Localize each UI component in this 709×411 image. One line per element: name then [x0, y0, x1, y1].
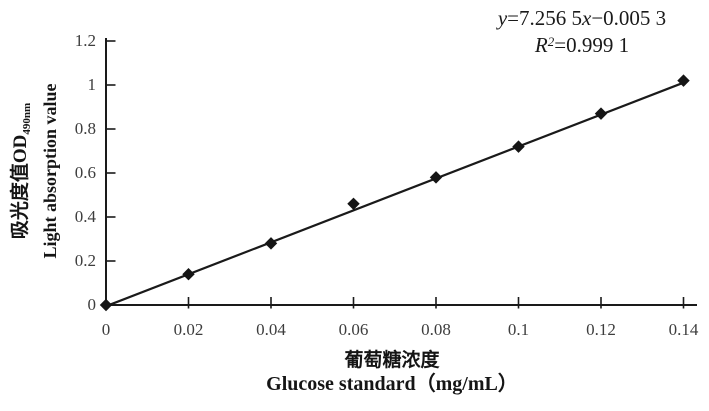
- r-squared-text: R2=0.999 1: [402, 32, 709, 59]
- y-tick-label: 0.4: [74, 207, 96, 226]
- x-tick-label: 0.02: [173, 320, 204, 339]
- y-tick-label: 0: [87, 295, 97, 314]
- y-tick-label: 0.2: [74, 251, 96, 270]
- equation-text: y=7.256 5x−0.005 3: [402, 5, 709, 32]
- x-axis-title-en: Glucose standard（mg/mL）: [266, 373, 518, 395]
- r-squared-var: R: [534, 33, 548, 57]
- r-squared-value: =0.999 1: [554, 33, 630, 57]
- x-tick-label: 0.06: [338, 320, 369, 339]
- x-tick-label: 0.14: [668, 320, 699, 339]
- data-point-marker: [347, 197, 360, 211]
- data-point-marker: [429, 171, 443, 184]
- x-axis-title: 葡萄糖浓度 Glucose standard（mg/mL）: [182, 350, 602, 397]
- y-tick-label: 1: [87, 75, 97, 94]
- r-squared-exponent: 2: [547, 34, 555, 49]
- x-tick-label: 0.04: [256, 320, 286, 339]
- x-tick-label: 0.08: [421, 320, 451, 339]
- x-axis-title-cn: 葡萄糖浓度: [344, 350, 440, 371]
- y-tick-label: 0.8: [74, 119, 96, 138]
- x-tick-label: 0.1: [507, 320, 530, 339]
- y-tick-label: 1.2: [74, 31, 96, 50]
- trendline-annotation: y=7.256 5x−0.005 3 R2=0.999 1: [402, 5, 709, 59]
- equation-intercept: −0.005 3: [591, 6, 667, 30]
- data-point-marker: [99, 298, 113, 312]
- x-tick-label: 0: [101, 320, 111, 339]
- x-tick-label: 0.12: [586, 320, 616, 339]
- trend-line: [105, 81, 684, 308]
- equation-x-var: x: [582, 6, 592, 30]
- equation-slope: =7.256 5: [507, 6, 582, 30]
- y-tick-label: 0.6: [74, 163, 96, 182]
- equation-y-var: y: [497, 6, 508, 30]
- data-point-marker: [264, 237, 278, 250]
